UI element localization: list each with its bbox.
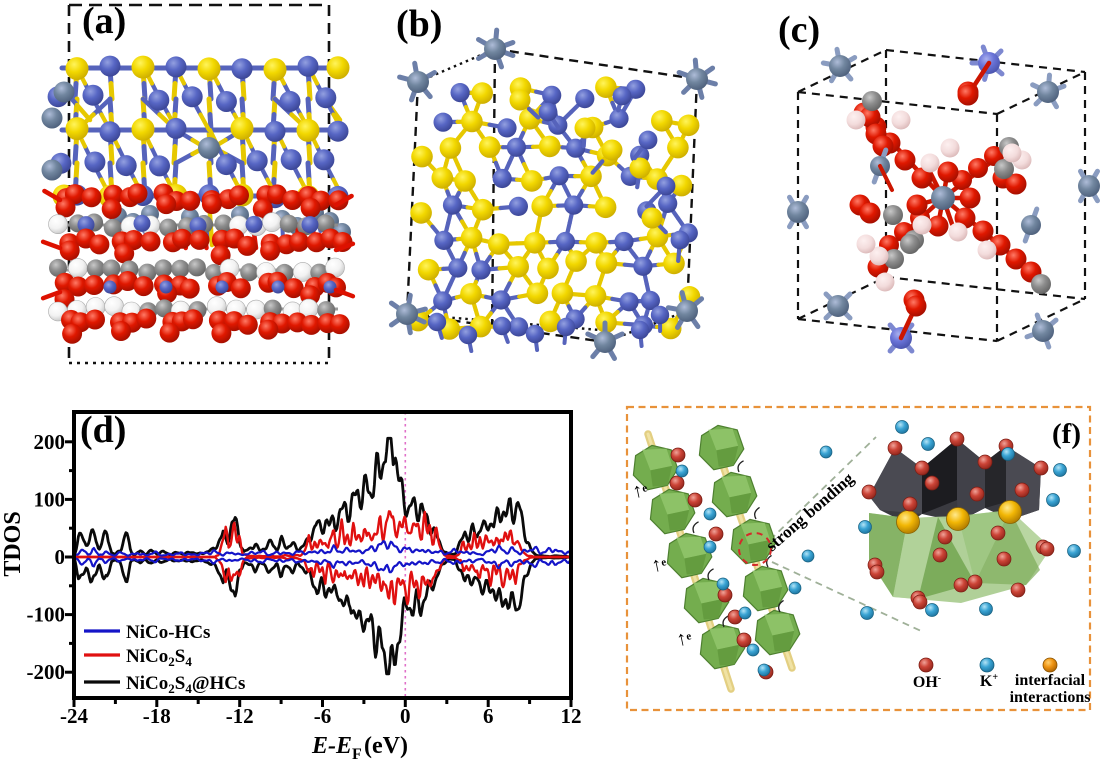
svg-text:-100: -100 <box>27 603 66 627</box>
svg-text:200: 200 <box>34 430 66 454</box>
svg-text:(c): (c) <box>778 9 820 51</box>
svg-text:(b): (b) <box>396 3 442 45</box>
svg-text:e: e <box>641 482 648 495</box>
svg-text:e: e <box>685 630 692 643</box>
svg-text:6: 6 <box>483 704 494 728</box>
svg-text:E-E: E-E <box>311 733 352 759</box>
svg-text:-12: -12 <box>226 704 254 728</box>
svg-text:↑: ↑ <box>649 553 663 577</box>
svg-text:0: 0 <box>400 704 411 728</box>
svg-text:-24: -24 <box>60 704 88 728</box>
svg-text:TDOS: TDOS <box>0 511 26 576</box>
svg-text:NiCo2S4: NiCo2S4 <box>126 646 192 669</box>
svg-text:(f): (f) <box>1052 418 1081 450</box>
svg-text:100: 100 <box>34 487 66 511</box>
svg-text:0: 0 <box>55 545 66 569</box>
svg-text:interfacial: interfacial <box>1015 672 1086 689</box>
svg-text:↑: ↑ <box>630 479 644 503</box>
svg-text:-200: -200 <box>27 660 66 684</box>
svg-text:-18: -18 <box>143 704 171 728</box>
svg-text:12: 12 <box>561 704 582 728</box>
svg-text:(a): (a) <box>82 0 126 42</box>
svg-text:(eV): (eV) <box>364 733 408 759</box>
svg-text:interactions: interactions <box>1010 689 1091 706</box>
svg-text:↑: ↑ <box>674 627 688 651</box>
svg-text:F: F <box>352 746 362 763</box>
svg-text:e: e <box>660 556 667 569</box>
svg-text:NiCo-HCs: NiCo-HCs <box>126 622 210 643</box>
svg-text:OH-: OH- <box>913 673 941 691</box>
svg-text:NiCo2S4@HCs: NiCo2S4@HCs <box>126 673 245 696</box>
svg-text:(d): (d) <box>80 409 126 451</box>
svg-text:-6: -6 <box>314 704 332 728</box>
